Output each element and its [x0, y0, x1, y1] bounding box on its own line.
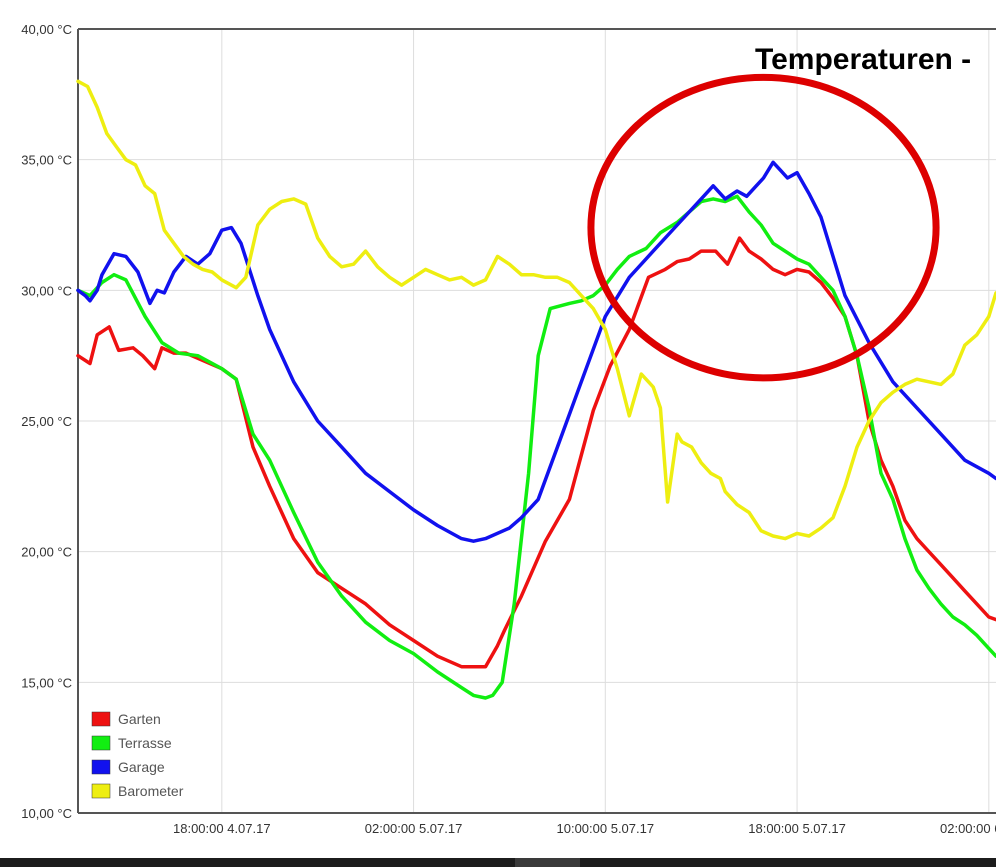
highlight-ellipse — [587, 73, 940, 382]
legend-label: Terrasse — [118, 735, 172, 751]
legend-swatch — [91, 711, 111, 727]
legend-label: Garten — [118, 711, 161, 727]
x-tick-label: 02:00:00 6.07.17 — [940, 821, 996, 836]
series-line-garage — [76, 160, 996, 543]
legend-swatch — [91, 759, 111, 775]
bottom-bar-segment — [515, 858, 580, 867]
legend-label: Garage — [118, 759, 165, 775]
y-tick-label: 30,00 °C — [21, 283, 72, 298]
legend-swatch — [91, 735, 111, 751]
x-tick-label: 02:00:00 5.07.17 — [365, 821, 463, 836]
bottom-bar — [0, 858, 996, 867]
tick-labels: 40,00 °C 35,00 °C 30,00 °C 25,00 °C 20,00 °C… — [21, 22, 996, 836]
x-tick-label: 18:00:00 5.07.17 — [748, 821, 846, 836]
annotations — [587, 73, 940, 382]
legend: Garten Terrasse Garage Barometer — [91, 711, 184, 799]
y-tick-label: 10,00 °C — [21, 806, 72, 821]
series-line-barometer — [76, 79, 996, 541]
y-tick-label: 15,00 °C — [21, 675, 72, 690]
axes — [77, 28, 996, 814]
y-tick-label: 35,00 °C — [21, 153, 72, 168]
x-tick-label: 18:00:00 4.07.17 — [173, 821, 271, 836]
legend-label: Barometer — [118, 783, 184, 799]
grid — [78, 28, 996, 814]
y-tick-label: 20,00 °C — [21, 545, 72, 560]
chart-title: Temperaturen - — [755, 43, 971, 76]
legend-swatch — [91, 783, 111, 799]
y-tick-label: 40,00 °C — [21, 22, 72, 37]
x-tick-label: 10:00:00 5.07.17 — [557, 821, 655, 836]
y-tick-label: 25,00 °C — [21, 414, 72, 429]
